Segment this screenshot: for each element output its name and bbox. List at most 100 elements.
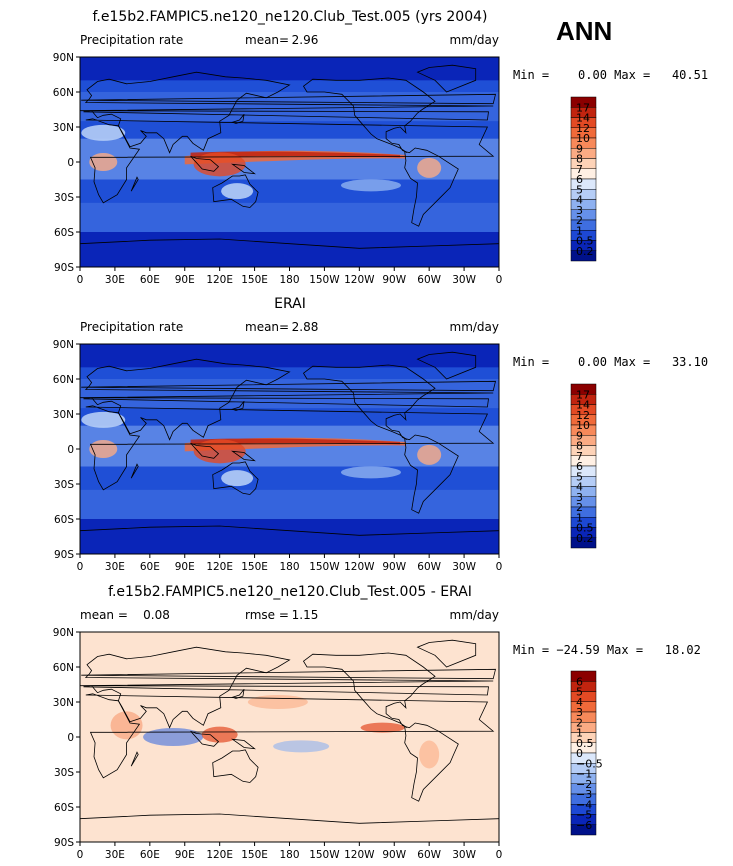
lon-tick-label: 180 <box>279 274 299 286</box>
min-max-text: Min = −24.59 Max = 18.02 <box>513 643 701 657</box>
colorbar-swatch <box>570 496 597 508</box>
colorbar-level-label: 7 <box>576 163 583 176</box>
lon-tick-label: 120W <box>344 561 375 573</box>
lon-tick-label: 120W <box>344 274 375 286</box>
colorbar-level-label: 12 <box>576 122 590 135</box>
colorbar-swatch <box>570 435 597 446</box>
colorbar-swatch <box>570 445 597 456</box>
colorbar-swatch <box>570 681 597 692</box>
colorbar-level-label: 9 <box>576 142 583 155</box>
lat-tick-label: 30S <box>54 767 74 779</box>
colorbar-swatch <box>570 711 597 723</box>
colorbar-level-label: 12 <box>576 409 590 422</box>
colorbar-level-label: 2 <box>576 501 583 514</box>
colorbar-level-label: −2 <box>576 778 592 791</box>
colorbar-level-label: 2 <box>576 214 583 227</box>
colorbar-level-label: 0.2 <box>576 245 594 258</box>
lon-tick-label: 60E <box>140 274 160 286</box>
colorbar-level-label: 17 <box>576 101 590 114</box>
lat-tick-label: 60N <box>53 374 74 386</box>
lon-tick-label: 0 <box>77 561 84 573</box>
lat-tick-label: 90N <box>53 627 74 639</box>
colorbar-level-label: 7 <box>576 450 583 463</box>
colorbar-level-label: −5 <box>576 809 592 822</box>
lat-tick-label: 90N <box>53 339 74 351</box>
lon-tick-label: 30W <box>452 849 476 861</box>
colorbar-swatch <box>570 158 597 169</box>
colorbar-level-label: 1 <box>576 727 583 740</box>
colorbar-level-label: 4 <box>576 194 583 207</box>
colorbar-swatch <box>570 722 597 733</box>
lon-tick-label: 60E <box>140 849 160 861</box>
colorbar-level-label: 14 <box>576 112 590 125</box>
lat-tick-label: 30N <box>53 122 74 134</box>
colorbar-swatch <box>570 486 597 497</box>
min-max-text: Min = 0.00 Max = 33.10 <box>513 355 708 369</box>
lat-tick-label: 0 <box>67 444 74 456</box>
units-label: mm/day <box>450 320 500 334</box>
lon-tick-label: 90E <box>175 849 195 861</box>
colorbar-level-label: 0 <box>576 747 583 760</box>
colorbar-level-label: 8 <box>576 440 583 453</box>
lon-axis: 0 30E 60E 90E 120E 150E 180 150W 120W 90W 60W 30W 0 <box>77 554 502 573</box>
colorbar-level-label: −6 <box>576 819 592 832</box>
lat-tick-label: 60N <box>53 662 74 674</box>
colorbar-swatch <box>570 148 597 159</box>
colorbar-swatch <box>570 209 597 221</box>
colorbar-level-label: 6 <box>576 173 583 186</box>
colorbar-level-label: 5 <box>576 686 583 699</box>
lon-tick-label: 90W <box>382 849 406 861</box>
lat-tick-label: 60S <box>54 802 74 814</box>
lat-tick-label: 30N <box>53 697 74 709</box>
lon-tick-label: 120E <box>206 561 233 573</box>
mean-label: mean= <box>245 33 289 47</box>
colorbar-swatch <box>570 219 597 231</box>
colorbar-level-label: 9 <box>576 429 583 442</box>
rmse-label: rmse = <box>245 608 289 622</box>
colorbar-level-label: 6 <box>576 460 583 473</box>
colorbar-swatch <box>570 250 597 262</box>
map-area <box>79 56 500 268</box>
lat-axis: 90N 60N 30N 0 30S 60S 90S <box>53 52 80 274</box>
lon-tick-label: 120W <box>344 849 375 861</box>
lon-tick-label: 30E <box>105 561 125 573</box>
lon-tick-label: 0 <box>77 274 84 286</box>
lat-tick-label: 60S <box>54 227 74 239</box>
panel-diff: f.e15b2.FAMPIC5.ne120_ne120.Club_Test.00… <box>53 584 701 861</box>
lon-tick-label: 180 <box>279 849 299 861</box>
colorbar-swatch <box>570 824 597 836</box>
colorbar-swatch <box>570 178 597 190</box>
colorbar-level-label: 6 <box>576 675 583 688</box>
colorbar-level-label: −0.5 <box>576 757 603 770</box>
colorbar-level-label: 3 <box>576 706 583 719</box>
lon-tick-label: 150W <box>309 274 340 286</box>
colorbar-level-label: −3 <box>576 788 592 801</box>
lon-tick-label: 90W <box>382 561 406 573</box>
colorbar-swatch <box>570 476 597 487</box>
units-label: mm/day <box>450 608 500 622</box>
colorbar-level-label: 4 <box>576 481 583 494</box>
mean-value: 2.96 <box>292 33 319 47</box>
panel-model: f.e15b2.FAMPIC5.ne120_ne120.Club_Test.00… <box>53 9 708 286</box>
lon-tick-label: 90E <box>175 274 195 286</box>
lon-tick-label: 0 <box>77 849 84 861</box>
colorbar-swatch <box>570 168 597 180</box>
mean-label: mean= <box>245 320 289 334</box>
panel-obs: ERAI Precipitation rate mean= 2.88 mm/da… <box>53 296 708 573</box>
colorbar-swatch <box>570 189 597 200</box>
variable-label: Precipitation rate <box>80 320 183 334</box>
lon-tick-label: 30E <box>105 274 125 286</box>
colorbar-swatch <box>570 537 597 549</box>
mean-value: 2.88 <box>292 320 319 334</box>
lon-axis: 0 30E 60E 90E 120E 150E 180 150W 120W 90W 60W 30W 0 <box>77 267 502 286</box>
colorbar-level-label: 5 <box>576 183 583 196</box>
lat-tick-label: 0 <box>67 157 74 169</box>
lon-tick-label: 90E <box>175 561 195 573</box>
lat-tick-label: 90S <box>54 549 74 561</box>
colorbar-level-label: 2 <box>576 716 583 729</box>
lat-axis: 90N 60N 30N 0 30S 60S 90S <box>53 339 80 561</box>
colorbar-level-label: 14 <box>576 399 590 412</box>
rmse-value: 1.15 <box>292 608 319 622</box>
